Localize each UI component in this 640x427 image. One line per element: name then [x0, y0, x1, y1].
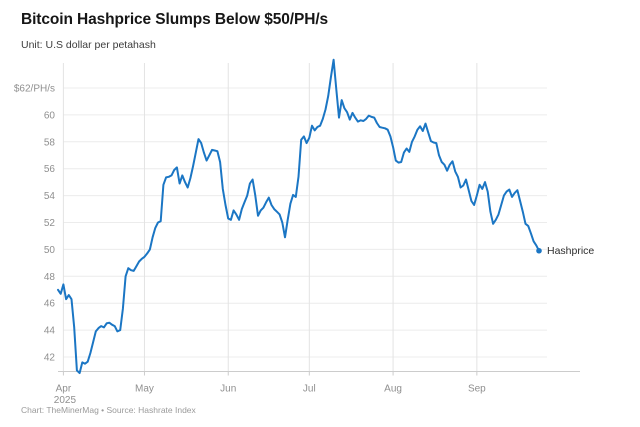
month-label: Jul — [303, 384, 316, 395]
chart-title: Bitcoin Hashprice Slumps Below $50/PH/s — [21, 11, 329, 28]
end-point-dot — [536, 247, 542, 254]
y-tick-label: 42 — [44, 353, 56, 364]
month-label: Aug — [384, 384, 402, 395]
y-tick-label: 54 — [44, 191, 56, 202]
month-label: May — [135, 384, 154, 395]
y-tick-label: 58 — [44, 137, 56, 148]
y-tick-label: 60 — [44, 110, 56, 121]
y-tick-label: 52 — [44, 218, 56, 229]
y-tick-label: $62/PH/s — [14, 84, 55, 95]
series-label: Hashprice — [547, 245, 594, 257]
y-tick-label: 56 — [44, 164, 56, 175]
y-tick-label: 50 — [44, 245, 56, 256]
y-tick-label: 44 — [44, 326, 56, 337]
month-label: Apr — [56, 384, 72, 395]
chart-subtitle: Unit: U.S dollar per petahash — [21, 39, 156, 51]
y-tick-label: 46 — [44, 299, 56, 310]
year-label: 2025 — [54, 395, 77, 406]
chart-credit: Chart: TheMinerMag • Source: Hashrate In… — [21, 405, 196, 415]
month-label: Jun — [220, 384, 236, 395]
month-label: Sep — [468, 384, 486, 395]
y-tick-label: 48 — [44, 272, 56, 283]
hashprice-line — [57, 58, 540, 375]
